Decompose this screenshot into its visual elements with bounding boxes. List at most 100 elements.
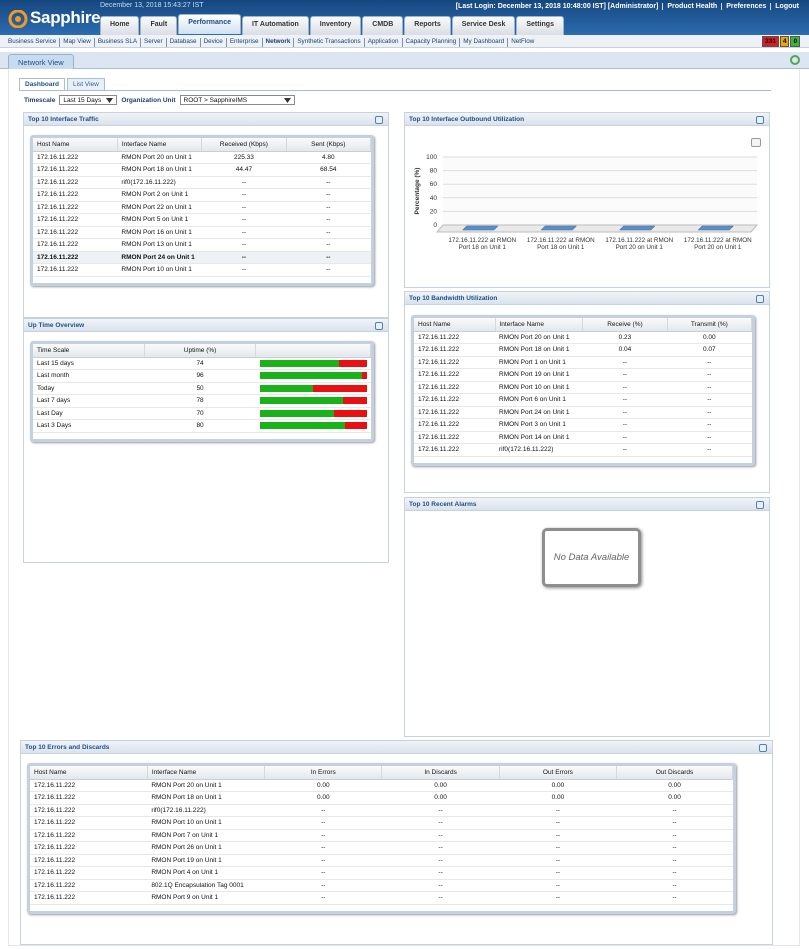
arrow xyxy=(283,97,291,103)
table-spacer xyxy=(33,433,371,439)
sub-nav-link[interactable]: Capacity Planning xyxy=(401,38,460,47)
table-row: 172.16.11.222 RMON Port 7 on Unit 1 -- -- --… xyxy=(30,829,733,842)
y-tick-label: 40 xyxy=(430,195,438,202)
y-tick-label: 80 xyxy=(430,168,438,175)
column-header: Interface Name xyxy=(495,318,584,332)
table-row: 172.16.11.222 RMON Port 6 on Unit 1 -- -- xyxy=(414,393,752,407)
table-cell: rif0(172.16.11.222) xyxy=(495,443,583,457)
table-cell: RMON Port 13 on Unit 1 xyxy=(117,238,202,252)
sub-nav-link[interactable]: Synthetic Transactions xyxy=(293,38,363,47)
panel: Top 10 Interface Outbound Utilization 0 2… xyxy=(404,112,770,288)
sub-nav-link[interactable]: Database xyxy=(165,38,200,47)
filters: Timescale Last 15 Days Organization Unit RO… xyxy=(24,95,295,105)
alarm-badge[interactable]: 331 xyxy=(762,36,779,47)
chart: 0 20 40 60 80 100 Percentage (%) xyxy=(414,154,759,233)
header: Sapphire December 13, 2018 15:43:27 IST … xyxy=(0,0,809,35)
table-cell: 78 xyxy=(144,394,256,408)
table-row: 172.16.11.222 RMON Port 18 on Unit 1 44.47… xyxy=(33,163,371,177)
column-header: Sent (Kbps) xyxy=(286,138,372,152)
table-cell: -- xyxy=(616,841,733,855)
panel: Top 10 Recent Alarms No Data Available xyxy=(404,497,770,737)
table-row: 172.16.11.222 RMON Port 10 on Unit 1 -- -- -… xyxy=(30,816,733,830)
sub-nav-link[interactable]: Network xyxy=(261,38,294,47)
table-row: 172.16.11.222 RMON Port 10 on Unit 1 -- -- xyxy=(414,381,752,394)
table-cell: -- xyxy=(201,263,287,277)
sub-nav-link[interactable]: Map View xyxy=(59,38,94,47)
column-header: Host Name xyxy=(33,138,118,152)
sub-nav-link[interactable]: Business SLA xyxy=(93,38,140,47)
header-link[interactable]: Product Health xyxy=(662,3,717,10)
dropdown-arrow xyxy=(283,97,291,103)
sub-nav-link[interactable]: My Dashboard xyxy=(459,38,507,47)
bar-cap xyxy=(462,225,499,231)
data-table: Host Name Interface Name Received (Kbps) Se… xyxy=(33,138,372,277)
panel-title: Top 10 Interface Traffic xyxy=(24,113,388,126)
bar-cap xyxy=(540,225,578,231)
alarm-badge[interactable]: 4 xyxy=(779,36,790,47)
table-row: 172.16.11.222 802.1Q Encapsulation Tag 00… xyxy=(30,879,733,892)
table-cell: Last 7 days xyxy=(33,394,145,408)
table-cell: -- xyxy=(499,804,617,817)
table-box: Host Name Interface Name In Errors In Disca… xyxy=(27,763,736,914)
page-title[interactable]: Network View xyxy=(8,54,74,69)
panel: Top 10 Errors and Discards Host Name Inte… xyxy=(20,740,773,945)
sub-nav-link[interactable]: Server xyxy=(140,38,166,47)
sub-nav-link[interactable]: Business Service xyxy=(8,38,57,45)
table-cell: -- xyxy=(264,816,382,830)
table-cell: 0.00 xyxy=(499,791,617,805)
refresh-icon[interactable] xyxy=(375,322,383,330)
refresh-icon[interactable] xyxy=(756,295,764,303)
table-row: 172.16.11.222 RMON Port 19 on Unit 1 -- -- -… xyxy=(30,854,733,867)
filter-select[interactable]: Last 15 Days xyxy=(59,95,118,105)
table-cell: RMON Port 19 on Unit 1 xyxy=(147,854,265,867)
sub-nav-link[interactable]: Enterprise xyxy=(225,38,262,47)
table-row: 172.16.11.222 rif0(172.16.11.222) -- -- xyxy=(414,443,752,457)
main-tab[interactable]: Performance xyxy=(178,14,241,34)
alarm-badge[interactable]: 0 xyxy=(790,36,801,47)
main-tab[interactable]: Reports xyxy=(404,16,451,35)
plot-background xyxy=(443,157,757,225)
table-cell: 172.16.11.222 xyxy=(414,368,495,382)
x-tick-label: 172.16.11.222 at RMON Port 20 on Unit 1 xyxy=(683,237,752,251)
main-tab[interactable]: CMDB xyxy=(362,16,404,35)
sub-nav-link[interactable]: Device xyxy=(199,38,226,47)
table-row: 172.16.11.222 RMON Port 13 on Unit 1 -- -- xyxy=(33,238,371,252)
table-cell: -- xyxy=(616,854,733,867)
main-tab[interactable]: Fault xyxy=(140,16,178,35)
refresh-icon[interactable] xyxy=(759,744,767,752)
table-row: 172.16.11.222 RMON Port 19 on Unit 1 -- -- xyxy=(414,368,752,382)
uptime-down xyxy=(338,359,367,367)
view-tab[interactable]: Dashboard xyxy=(19,78,65,90)
table-cell: RMON Port 10 on Unit 1 xyxy=(147,816,265,830)
brand: Sapphire xyxy=(30,8,101,27)
header-link[interactable]: Logout xyxy=(770,3,799,10)
refresh-icon[interactable] xyxy=(790,55,800,65)
sub-nav-link[interactable]: Application xyxy=(363,38,402,47)
uptime-bar xyxy=(259,409,367,417)
chart-menu[interactable] xyxy=(751,138,761,147)
uptime-up xyxy=(259,384,314,392)
main-tab[interactable]: Inventory xyxy=(309,16,362,35)
column-header: Interface Name xyxy=(117,138,203,152)
uptime-bar xyxy=(259,397,367,405)
uptime-up xyxy=(259,359,339,367)
sub-nav-link[interactable]: NetFlow xyxy=(507,38,537,47)
main-tab[interactable]: IT Automation xyxy=(241,16,309,35)
header-link[interactable]: Preferences xyxy=(721,3,766,10)
main-tab[interactable]: Service Desk xyxy=(451,16,516,35)
table-cell: -- xyxy=(667,381,752,394)
refresh-icon[interactable] xyxy=(375,116,383,124)
alarm-badges: 331 4 0 xyxy=(762,36,801,47)
bar-cap xyxy=(697,225,735,231)
table-cell: Today xyxy=(33,382,145,395)
view-tab[interactable]: List View xyxy=(66,78,105,90)
refresh-icon[interactable] xyxy=(756,501,764,509)
main-tab[interactable]: Home xyxy=(100,16,140,35)
filter-select[interactable]: ROOT > SapphireIMS xyxy=(179,95,295,105)
main-tab[interactable]: Settings xyxy=(516,16,564,35)
table-cell: 68.54 xyxy=(286,163,371,177)
refresh-icon[interactable] xyxy=(756,116,764,124)
table-cell: -- xyxy=(286,238,371,252)
table-cell: 44.47 xyxy=(201,163,287,177)
